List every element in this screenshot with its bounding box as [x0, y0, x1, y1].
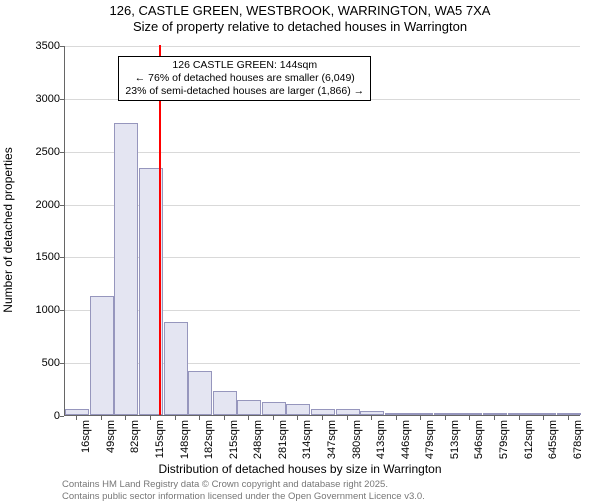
y-tick-label: 3000 — [24, 93, 60, 105]
histogram-bar — [213, 391, 237, 415]
x-tick-label: 115sqm — [154, 420, 166, 458]
histogram-bar — [237, 400, 261, 415]
histogram-bar — [532, 413, 556, 415]
histogram-bar — [483, 413, 507, 415]
x-tick-label: 49sqm — [105, 420, 117, 453]
x-tick-label: 148sqm — [179, 420, 191, 459]
chart-container: { "title": { "line1": "126, CASTLE GREEN… — [0, 0, 600, 500]
x-tick-label: 248sqm — [252, 420, 264, 459]
y-tick-label: 3500 — [24, 40, 60, 52]
histogram-bar — [114, 123, 138, 415]
footer-line-2: Contains public sector information licen… — [62, 491, 425, 503]
histogram-bar — [557, 413, 581, 415]
histogram-bar — [508, 413, 532, 415]
x-tick-label: 281sqm — [277, 420, 289, 459]
title-line-1: 126, CASTLE GREEN, WESTBROOK, WARRINGTON… — [0, 3, 600, 19]
y-axis-label: Number of detached properties — [1, 147, 15, 312]
y-tick-label: 1000 — [24, 304, 60, 316]
annotation-box: 126 CASTLE GREEN: 144sqm ← 76% of detach… — [118, 56, 371, 101]
histogram-bar — [164, 322, 188, 415]
x-tick-label: 446sqm — [400, 420, 412, 459]
histogram-bar — [458, 413, 482, 415]
histogram-bar — [434, 413, 458, 415]
plot-area — [64, 46, 580, 416]
x-axis-label: Distribution of detached houses by size … — [0, 462, 600, 476]
x-tick-label: 182sqm — [203, 420, 215, 459]
histogram-bar — [90, 296, 114, 415]
x-tick-label: 513sqm — [449, 420, 461, 459]
histogram-bar — [409, 413, 433, 415]
x-tick-label: 413sqm — [375, 420, 387, 459]
annotation-line-1: 126 CASTLE GREEN: 144sqm — [125, 59, 364, 72]
footer-attribution: Contains HM Land Registry data © Crown c… — [62, 479, 425, 503]
histogram-bar — [336, 409, 360, 415]
y-tick-label: 1500 — [24, 251, 60, 263]
chart-title: 126, CASTLE GREEN, WESTBROOK, WARRINGTON… — [0, 3, 600, 36]
x-tick-label: 612sqm — [523, 420, 535, 459]
histogram-bar — [360, 411, 384, 415]
x-tick-label: 380sqm — [351, 420, 363, 459]
x-tick-label: 678sqm — [572, 420, 584, 459]
x-tick-label: 546sqm — [473, 420, 485, 459]
x-tick-label: 82sqm — [129, 420, 141, 453]
annotation-line-3: 23% of semi-detached houses are larger (… — [125, 85, 364, 98]
histogram-bar — [385, 413, 409, 415]
histogram-bar — [286, 404, 310, 415]
x-tick-label: 347sqm — [326, 420, 338, 459]
x-tick-label: 479sqm — [424, 420, 436, 459]
y-tick-label: 2000 — [24, 199, 60, 211]
histogram-bar — [262, 402, 286, 415]
x-tick-label: 645sqm — [547, 420, 559, 459]
y-tick-label: 0 — [24, 410, 60, 422]
y-tick-label: 500 — [24, 357, 60, 369]
x-tick-label: 579sqm — [498, 420, 510, 459]
x-tick-label: 215sqm — [228, 420, 240, 459]
x-tick-label: 314sqm — [301, 420, 313, 459]
histogram-bar — [188, 371, 212, 415]
footer-line-1: Contains HM Land Registry data © Crown c… — [62, 479, 425, 491]
x-tick-label: 16sqm — [80, 420, 92, 453]
histogram-bar — [65, 409, 89, 415]
y-tick-label: 2500 — [24, 146, 60, 158]
annotation-line-2: ← 76% of detached houses are smaller (6,… — [125, 72, 364, 85]
title-line-2: Size of property relative to detached ho… — [0, 19, 600, 35]
histogram-bar — [311, 409, 335, 415]
